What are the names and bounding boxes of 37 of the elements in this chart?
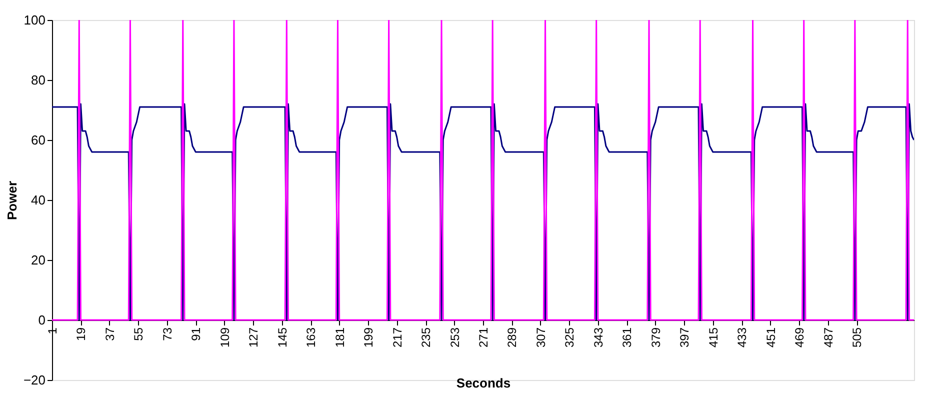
x-tick-label: 55 <box>132 327 146 341</box>
x-tick-label: 487 <box>821 327 836 348</box>
y-tick-label: 100 <box>24 12 46 28</box>
x-tick-label: 379 <box>648 327 663 348</box>
y-tick-label: 20 <box>31 252 46 268</box>
x-tick-label: 109 <box>218 327 232 348</box>
x-tick-label: 145 <box>275 327 290 348</box>
x-tick-label: 73 <box>160 327 174 341</box>
x-tick-label: 325 <box>562 327 577 348</box>
x-axis-title: Seconds <box>456 376 511 391</box>
x-tick-label: 451 <box>764 327 778 348</box>
y-tick-label: −20 <box>23 372 46 388</box>
y-tick-label: 80 <box>31 72 46 88</box>
x-tick-label: 253 <box>448 327 462 348</box>
y-axis-title: Power <box>4 180 20 220</box>
x-tick-label: 307 <box>534 327 548 348</box>
x-tick-label: 91 <box>189 327 204 341</box>
y-tick-label: 40 <box>31 192 46 208</box>
x-tick-label: 37 <box>102 327 117 341</box>
x-tick-label: 199 <box>362 327 376 348</box>
x-tick-label: 19 <box>74 327 88 341</box>
x-tick-label: 505 <box>850 327 864 348</box>
x-tick-label: 361 <box>620 327 634 348</box>
x-tick-label: 433 <box>735 327 750 348</box>
x-tick-label: 127 <box>246 327 261 348</box>
x-tick-label: 217 <box>390 327 404 348</box>
x-tick-label: 181 <box>332 327 347 348</box>
x-tick-label: 469 <box>792 327 807 348</box>
x-tick-label: 235 <box>419 327 434 348</box>
x-tick-label: 397 <box>678 327 692 348</box>
x-tick-label: 343 <box>591 327 606 348</box>
x-tick-label: 163 <box>304 327 318 348</box>
x-tick-label: 415 <box>706 327 720 348</box>
y-tick-label: 60 <box>31 132 46 148</box>
x-tick-label: 289 <box>505 327 520 348</box>
x-tick-label: 271 <box>476 327 490 348</box>
y-tick-label: 0 <box>38 312 46 328</box>
